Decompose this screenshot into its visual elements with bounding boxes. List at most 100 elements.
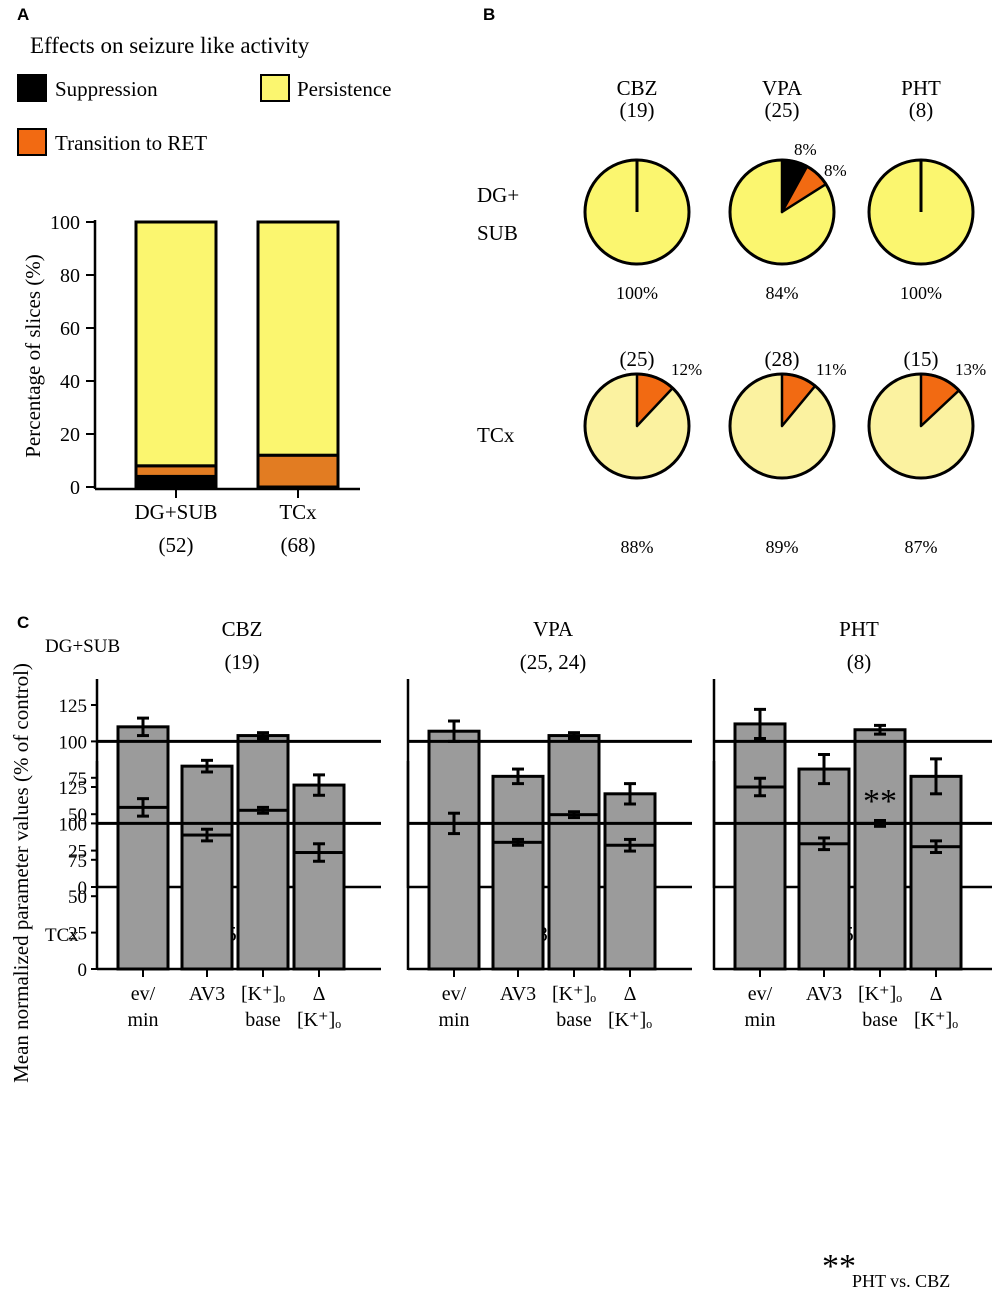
panel-c-n-label: (8) [847,650,872,674]
panel-a-bar-dgsub-persistence [134,220,218,468]
panel-c-tick-label: 100 [59,814,88,835]
panel-a-category-n: (68) [281,533,316,557]
panel-c-category-label: base [862,1009,898,1031]
panel-b: B CBZ VPA PHT DG+ SUB (19) 100% (25) 84% 8% 8% (8) 1… [477,5,986,557]
panel-c-bar [909,845,963,971]
panel-c-category-label: ev/ [748,983,773,1005]
legend-label-transition: Transition to RET [55,131,207,155]
panel-a-tick-label: 80 [60,265,80,287]
panel-c-category-label: Δ [624,983,637,1005]
panel-c-tick-label: 0 [78,960,88,981]
pie-n-label: (15) [904,347,939,371]
panel-c-category-label: AV3 [806,983,842,1005]
legend-label-suppression: Suppression [55,77,158,101]
panel-c-ylabel: Mean normalized parameter values (% of c… [9,663,33,1083]
pie-n-label: (25) [620,347,655,371]
panel-a-bars [134,220,340,489]
panel-a-categories: DG+SUB (52) TCx (68) [134,489,317,557]
pie-transition-label: 11% [816,360,847,379]
panel-c-bar [491,840,545,971]
panel-c-drug-label: PHT [839,617,879,641]
panel-c-bar-charts: DG+SUB CBZ (19) 0 25 50 75 100 125 VPA (25, 24) PHT… [45,617,992,1031]
panel-c-tick-label: 0 [78,878,88,899]
pie-persistence-label: 89% [766,537,799,557]
panel-c-error-bar [624,782,636,806]
panel-a-letter: A [17,5,29,24]
panel-b-pies: CBZ VPA PHT DG+ SUB (19) 100% (25) 84% 8% 8% (8) 100… [477,76,986,557]
pie-outline [728,372,836,480]
panel-c-tick-label: 75 [68,769,87,790]
panel-c-category-label: min [438,1009,469,1031]
panel-a-bar-dgsub-suppression [134,474,218,489]
panel-c-letter: C [17,613,29,632]
pie-n-label: (25) [765,98,800,122]
panel-c-category-label: AV3 [500,983,536,1005]
legend-swatch-transition [17,128,47,156]
panel-c-error-bar [568,731,580,740]
panel-a-y-ticks: 0 20 40 60 80 100 [50,212,95,499]
pie-chart [728,158,836,266]
pie-outline [867,158,975,266]
pie-persistence-label: 87% [905,537,938,557]
panel-a-ylabel: Percentage of slices (%) [21,254,45,458]
panel-c-error-bar [930,839,942,855]
panel-c-significance: ** [863,783,897,820]
panel-c-n-label: (19) [225,650,260,674]
pie-outline [728,158,836,266]
legend: Suppression Persistence Transition to RE… [17,74,391,156]
pie-row-region-label: DG+ [477,183,519,207]
pie-drug-label: CBZ [617,76,658,100]
pie-persistence-label: 100% [900,283,942,303]
panel-c-error-bar [512,837,524,847]
panel-c-bar [427,821,481,971]
pie-row-region-label: SUB [477,221,518,245]
panel-c-error-bar [313,773,325,797]
pie-persistence-label: 84% [766,283,799,303]
panel-c-tick-label: 50 [68,887,87,908]
panel-c-bar [236,808,290,971]
panel-c-chart: (25, 23)0255075100125ev/minAV3[K⁺]ₒbaseΔ… [59,761,381,1031]
panel-c-category-label: ev/ [131,983,156,1005]
panel-c-error-bar [930,757,942,796]
footnote-stars: ** [822,1248,856,1285]
panel-c-error-bar [512,767,524,786]
panel-a-bar-dgsub-transition-to-ret [134,464,218,478]
panel-c-error-bar [818,836,830,852]
panel-c-category-label: Δ [313,983,326,1005]
panel-c-bar [116,805,170,971]
panel-c-error-bar [568,810,580,820]
panel-a-category-label: TCx [279,500,317,524]
panel-a-tick-label: 60 [60,318,80,340]
pie-chart [728,372,836,480]
pie-persistence-label: 100% [616,283,658,303]
panel-c-error-bar [874,723,886,736]
pie-transition-label: 8% [824,161,847,180]
panel-c-category-label: ev/ [442,983,467,1005]
pie-drug-label: VPA [762,76,803,100]
panel-a-bar-tcx-transition-to-ret [256,453,340,489]
panel-c-error-bar [313,842,325,863]
panel-a-category-label: DG+SUB [134,500,217,524]
panel-c-bar [733,785,787,971]
panel-c-error-bar [201,758,213,774]
panel-c-category-label: [K⁺]ₒ [914,1009,958,1031]
pie-n-label: (28) [765,347,800,371]
panel-c-tick-label: 125 [59,778,88,799]
pie-transition-label: 12% [671,360,702,379]
panel-c-category-label: AV3 [189,983,225,1005]
panel-c-bar [180,833,234,971]
panel-c-tick-label: 50 [68,805,87,826]
panel-a-tick-label: 20 [60,424,80,446]
pie-outline [867,372,975,480]
panel-c-bar [292,851,346,971]
pie-outline [583,372,691,480]
panel-c-category-label: [K⁺]ₒ [297,1009,341,1031]
panel-c-category-label: [K⁺]ₒ [858,983,902,1005]
panel-c-drug-label: VPA [533,617,574,641]
pie-n-label: (8) [909,98,934,122]
panel-c-category-label: min [127,1009,158,1031]
panel-c-category-label: base [556,1009,592,1031]
